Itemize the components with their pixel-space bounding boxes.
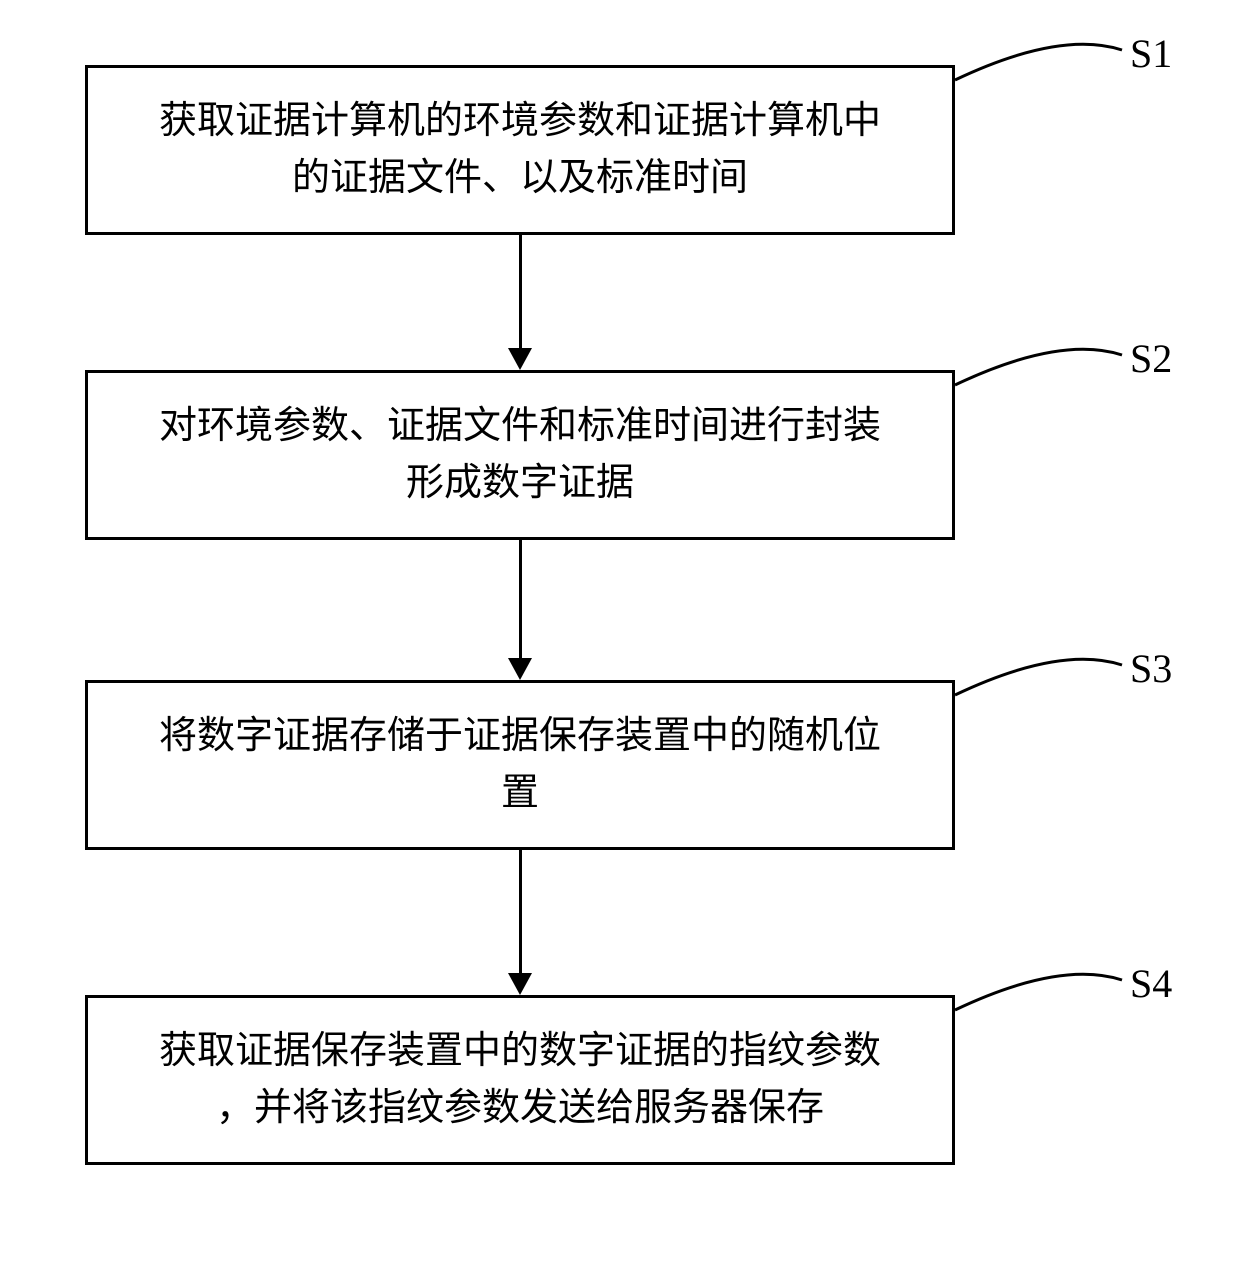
step-text-s1: 获取证据计算机的环境参数和证据计算机中 的证据文件、以及标准时间 [159, 93, 881, 207]
step-text-s3: 将数字证据存储于证据保存装置中的随机位 置 [159, 708, 881, 822]
arrow-line-s3-s4 [519, 850, 522, 973]
arrow-head-s2-s3 [508, 658, 532, 680]
arrow-line-s1-s2 [519, 235, 522, 348]
step-box-s2: 对环境参数、证据文件和标准时间进行封装 形成数字证据 [85, 370, 955, 540]
arrow-head-s1-s2 [508, 348, 532, 370]
step-label-s1: S1 [1130, 30, 1172, 77]
step-box-s1: 获取证据计算机的环境参数和证据计算机中 的证据文件、以及标准时间 [85, 65, 955, 235]
step-text-s4: 获取证据保存装置中的数字证据的指纹参数 ，并将该指纹参数发送给服务器保存 [159, 1023, 881, 1137]
step-label-s3: S3 [1130, 645, 1172, 692]
step-label-s4: S4 [1130, 960, 1172, 1007]
step-box-s3: 将数字证据存储于证据保存装置中的随机位 置 [85, 680, 955, 850]
arrow-head-s3-s4 [508, 973, 532, 995]
step-box-s4: 获取证据保存装置中的数字证据的指纹参数 ，并将该指纹参数发送给服务器保存 [85, 995, 955, 1165]
step-text-s2: 对环境参数、证据文件和标准时间进行封装 形成数字证据 [159, 398, 881, 512]
flowchart-canvas: 获取证据计算机的环境参数和证据计算机中 的证据文件、以及标准时间 S1 对环境参… [0, 0, 1240, 1267]
arrow-line-s2-s3 [519, 540, 522, 658]
step-label-s2: S2 [1130, 335, 1172, 382]
